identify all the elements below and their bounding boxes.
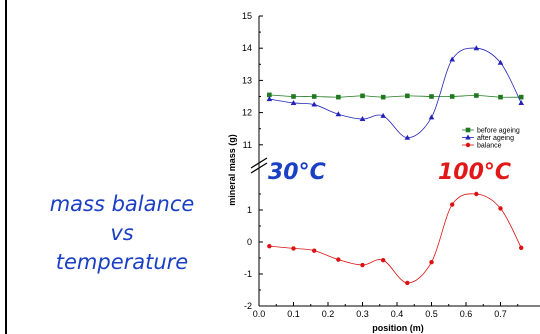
data-point bbox=[518, 99, 524, 105]
data-point bbox=[267, 243, 272, 249]
legend-marker bbox=[465, 127, 471, 133]
data-point bbox=[449, 56, 455, 62]
data-point bbox=[450, 202, 455, 207]
caption-line-3: temperature bbox=[55, 250, 189, 274]
x-tick-label: 0.6 bbox=[460, 309, 473, 319]
data-point bbox=[312, 248, 317, 253]
y-tick-label: 15 bbox=[242, 11, 252, 21]
data-point bbox=[336, 257, 341, 262]
annotations: 30°C 100°C bbox=[268, 160, 511, 185]
x-axis-title: position (m) bbox=[372, 323, 424, 333]
data-point bbox=[449, 94, 455, 99]
annotation-label: 100°C bbox=[438, 160, 511, 185]
data-point bbox=[429, 94, 434, 99]
y-tick-label: -2 bbox=[244, 301, 252, 311]
data-point bbox=[380, 94, 386, 100]
annotation-label: 30°C bbox=[268, 160, 326, 185]
data-point bbox=[498, 206, 503, 211]
data-point bbox=[360, 93, 365, 99]
data-point bbox=[267, 92, 272, 98]
data-point bbox=[428, 114, 435, 120]
y-tick-label: 11 bbox=[243, 140, 252, 150]
series-line bbox=[269, 94, 522, 98]
y-tick-label: 14 bbox=[242, 43, 252, 53]
caption-line-1: mass balance bbox=[49, 192, 195, 216]
y-axis-title: mineral mass (g) bbox=[227, 134, 237, 206]
axis-break-mark bbox=[250, 162, 268, 174]
data-point bbox=[360, 262, 365, 268]
x-tick-label: 0.1 bbox=[287, 309, 300, 319]
data-point bbox=[518, 94, 524, 100]
legend-label: before ageing bbox=[477, 128, 520, 135]
legend-marker bbox=[465, 134, 471, 140]
legend-marker bbox=[465, 142, 471, 148]
y-tick-label: 12 bbox=[242, 108, 252, 118]
y-tick-label: 0 bbox=[247, 237, 252, 247]
series-line bbox=[269, 47, 522, 139]
side-caption: mass balance vs temperature bbox=[22, 190, 222, 277]
data-point bbox=[380, 112, 386, 118]
y-tick-label: 1 bbox=[247, 205, 252, 215]
data-point bbox=[290, 99, 297, 105]
left-border-line bbox=[5, 0, 7, 334]
series-layer bbox=[266, 45, 524, 286]
legend-label: after ageing bbox=[477, 135, 514, 142]
legend-label: balance bbox=[477, 143, 502, 150]
data-point bbox=[291, 94, 296, 99]
data-point bbox=[497, 59, 504, 65]
x-tick-label: 0.2 bbox=[322, 309, 335, 319]
data-point bbox=[311, 101, 317, 107]
data-point bbox=[266, 96, 273, 102]
series-balance bbox=[267, 191, 524, 286]
data-point bbox=[381, 258, 386, 263]
data-point bbox=[519, 245, 524, 250]
data-point bbox=[474, 93, 479, 98]
x-tick-label: 0.7 bbox=[494, 309, 507, 319]
x-tick-label: 0.0 bbox=[253, 309, 266, 319]
data-point bbox=[291, 246, 296, 251]
data-point bbox=[335, 111, 342, 117]
x-tick-label: 0.5 bbox=[425, 309, 438, 319]
axis-break-mark bbox=[250, 157, 268, 169]
data-point bbox=[473, 45, 480, 51]
series-line bbox=[269, 193, 522, 284]
series-before-ageing bbox=[267, 92, 524, 100]
x-tick-label: 0.3 bbox=[356, 309, 369, 319]
data-point bbox=[311, 94, 317, 99]
y-tick-label: 13 bbox=[242, 75, 252, 85]
caption-line-2: vs bbox=[110, 221, 134, 245]
data-point bbox=[474, 191, 479, 197]
data-point bbox=[405, 93, 410, 99]
data-point bbox=[336, 94, 341, 100]
series-after-ageing bbox=[266, 45, 524, 140]
x-tick-label: 0.4 bbox=[391, 309, 404, 319]
data-point bbox=[498, 94, 503, 100]
data-point bbox=[359, 116, 366, 122]
data-point bbox=[429, 259, 434, 265]
data-point bbox=[404, 134, 411, 140]
y-tick-label: -1 bbox=[244, 269, 252, 279]
data-point bbox=[405, 280, 410, 286]
